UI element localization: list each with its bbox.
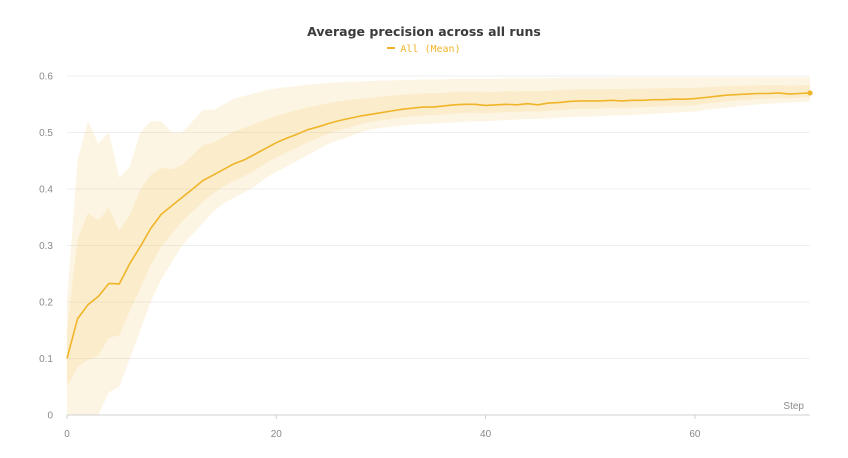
chart-title: Average precision across all runs xyxy=(307,24,541,39)
y-tick-label: 0.1 xyxy=(39,354,53,365)
x-tick-label: 20 xyxy=(271,429,283,440)
range-bands xyxy=(67,77,810,415)
y-tick-label: 0.4 xyxy=(39,185,53,196)
legend: All (Mean) xyxy=(0,44,848,55)
x-tick-label: 0 xyxy=(64,429,70,440)
series-line-all-mean xyxy=(66,92,811,359)
series-end-point xyxy=(807,90,813,96)
legend-swatch xyxy=(387,47,396,49)
gridlines xyxy=(67,75,810,359)
legend-label: All (Mean) xyxy=(400,44,461,55)
series-lines xyxy=(66,90,813,359)
y-tick-label: 0.6 xyxy=(39,72,53,83)
x-axis-label: Step xyxy=(783,401,804,412)
std-band xyxy=(67,85,810,387)
y-tick-label: 0 xyxy=(47,411,53,422)
min-max-band xyxy=(67,77,810,415)
y-tick-labels: 0 0.1 0.2 0.3 0.4 0.5 0.6 xyxy=(39,72,53,422)
y-tick-label: 0.3 xyxy=(39,241,53,252)
x-tick-labels: 0 20 40 60 xyxy=(64,415,701,440)
x-tick-label: 40 xyxy=(480,429,492,440)
y-tick-label: 0.5 xyxy=(39,128,53,139)
y-tick-label: 0.2 xyxy=(39,298,53,309)
x-tick-label: 60 xyxy=(689,429,701,440)
